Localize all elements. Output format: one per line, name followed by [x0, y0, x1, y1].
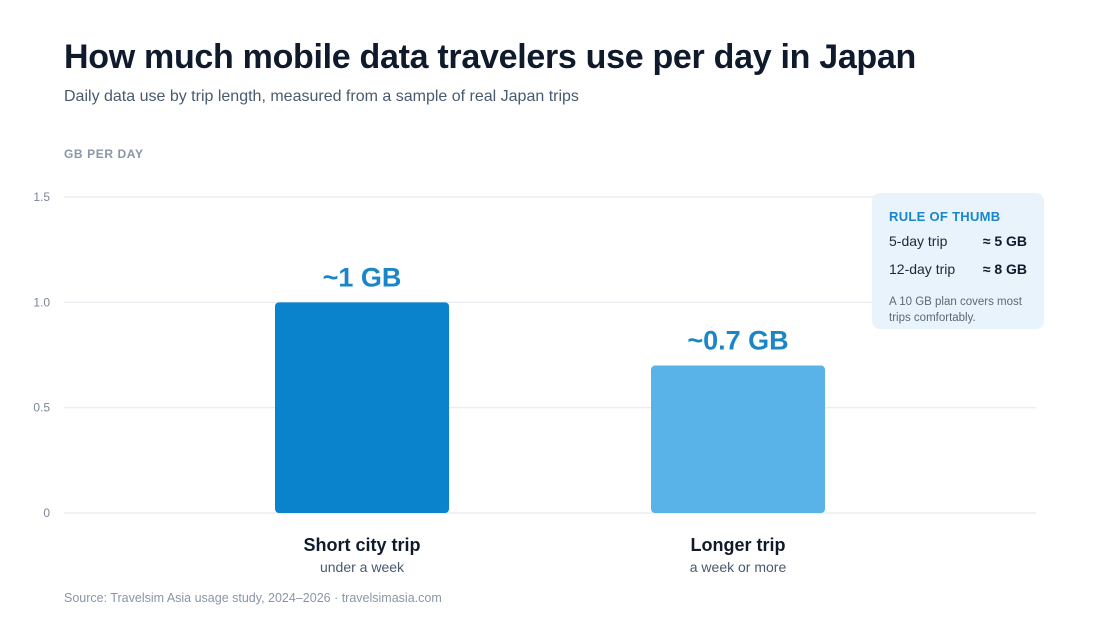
chart-title: How much mobile data travelers use per d…: [64, 38, 916, 76]
rule-row-12-day: 12-day trip ≈ 8 GB: [889, 261, 1027, 289]
y-tick-label: 0.5: [33, 401, 50, 415]
rule-row-label: 12-day trip: [889, 261, 956, 277]
rule-of-thumb-title: RULE OF THUMB: [889, 209, 1001, 224]
rule-row-5-day: 5-day trip ≈ 5 GB: [889, 233, 1027, 261]
rule-row-label: 5-day trip: [889, 233, 948, 249]
bar-data-label: ~1 GB: [323, 262, 402, 292]
y-tick-label: 1.5: [33, 190, 50, 204]
rule-of-thumb-note: A 10 GB plan covers most trips comfortab…: [889, 296, 1022, 324]
rule-row-value: ≈ 5 GB: [982, 233, 1027, 249]
x-category-sublabel: under a week: [320, 559, 405, 575]
x-category-label: Short city trip: [303, 535, 420, 555]
x-category-label: Longer trip: [691, 535, 786, 555]
source-note: Source: Travelsim Asia usage study, 2024…: [64, 591, 442, 605]
rule-row-value: ≈ 8 GB: [982, 261, 1027, 277]
x-category-sublabel: a week or more: [690, 559, 787, 575]
rule-of-thumb-panel: RULE OF THUMB 5-day trip ≈ 5 GB 12-day t…: [872, 193, 1044, 329]
chart-subtitle: Daily data use by trip length, measured …: [64, 88, 579, 105]
bar: [651, 365, 825, 513]
y-tick-label: 1.0: [33, 295, 50, 309]
bar: [275, 302, 449, 513]
y-tick-label: 0: [43, 506, 50, 520]
y-axis-unit-label: GB PER DAY: [64, 147, 144, 161]
bar-data-label: ~0.7 GB: [687, 326, 788, 356]
